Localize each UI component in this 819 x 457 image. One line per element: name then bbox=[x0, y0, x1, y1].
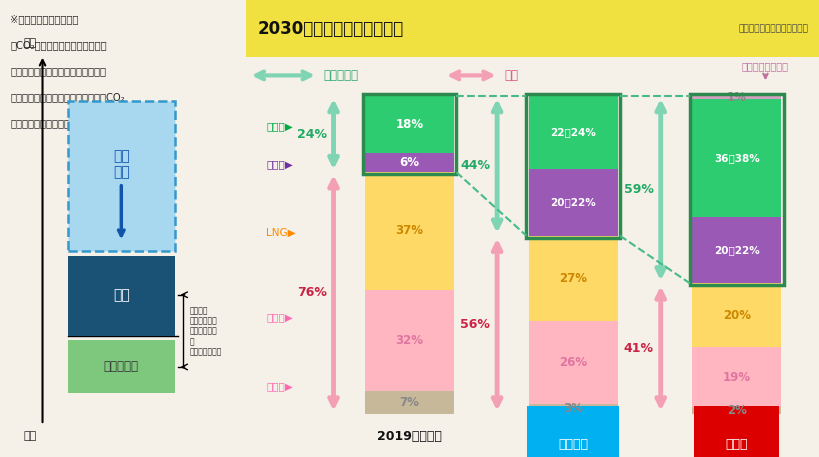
Text: 新目標: 新目標 bbox=[725, 438, 747, 451]
Bar bbox=[691, 99, 781, 217]
Text: 20%: 20% bbox=[722, 308, 750, 322]
Text: 18%: 18% bbox=[395, 118, 423, 131]
Text: 原子力▶: 原子力▶ bbox=[265, 159, 292, 170]
Text: 3%: 3% bbox=[563, 402, 582, 415]
Text: 24%: 24% bbox=[296, 128, 326, 141]
Text: 排出: 排出 bbox=[113, 289, 129, 303]
Text: 排出を実質ゼロにする動き: 排出を実質ゼロにする動き bbox=[10, 118, 88, 128]
Text: 32%: 32% bbox=[395, 334, 423, 347]
Bar bbox=[246, 0, 819, 57]
Bar bbox=[364, 290, 454, 391]
Text: 26%: 26% bbox=[559, 356, 586, 369]
Bar bbox=[691, 96, 781, 99]
Text: CO₂の排出量を削減し、削減で: CO₂の排出量を削減し、削減で bbox=[10, 40, 106, 50]
Bar bbox=[362, 94, 456, 174]
Text: LNG▶: LNG▶ bbox=[265, 228, 296, 238]
Text: 出典：資源エネルギー庁資料: 出典：資源エネルギー庁資料 bbox=[738, 24, 808, 33]
Text: 吸収・除去: 吸収・除去 bbox=[104, 361, 138, 373]
Text: 27%: 27% bbox=[559, 272, 586, 285]
Text: 2050年: 2050年 bbox=[106, 171, 143, 184]
Text: 除去: 除去 bbox=[24, 431, 37, 441]
Text: 59%: 59% bbox=[623, 183, 653, 196]
Text: 1%: 1% bbox=[726, 91, 746, 104]
Bar bbox=[689, 94, 783, 285]
Bar bbox=[691, 347, 781, 407]
Text: 76%: 76% bbox=[296, 287, 326, 299]
Text: 再エネ▶: 再エネ▶ bbox=[265, 121, 292, 131]
Text: 2030年度の電源構成の目標: 2030年度の電源構成の目標 bbox=[257, 20, 403, 37]
Text: 44%: 44% bbox=[459, 159, 490, 172]
Text: 2030年度: 2030年度 bbox=[548, 415, 597, 428]
Text: 石　油▶: 石 油▶ bbox=[265, 381, 292, 391]
Bar bbox=[528, 321, 617, 404]
Bar bbox=[67, 101, 175, 251]
Text: 20～22%: 20～22% bbox=[550, 197, 595, 207]
Text: 7%: 7% bbox=[399, 396, 419, 409]
Text: きなかった排出量は、植林等によ: きなかった排出量は、植林等によ bbox=[10, 66, 106, 76]
Bar bbox=[526, 94, 619, 238]
Bar bbox=[67, 256, 175, 336]
Text: ※カーボンニュートラル: ※カーボンニュートラル bbox=[10, 14, 79, 24]
Text: 排出: 排出 bbox=[24, 38, 37, 48]
Text: 排出＋除去で
実質ゼロ: 排出＋除去で 実質ゼロ bbox=[107, 190, 143, 209]
Text: 20～22%: 20～22% bbox=[713, 245, 758, 255]
Bar bbox=[528, 96, 617, 169]
Text: 36～38%: 36～38% bbox=[713, 153, 758, 163]
Bar bbox=[364, 172, 454, 290]
Text: 41%: 41% bbox=[623, 342, 653, 355]
Text: 2030年度: 2030年度 bbox=[711, 415, 761, 428]
Text: 19%: 19% bbox=[722, 371, 750, 383]
Text: り「吸収」「除去」することで、CO₂: り「吸収」「除去」することで、CO₂ bbox=[10, 92, 124, 102]
Text: 2019年度実績: 2019年度実績 bbox=[377, 430, 441, 443]
Text: 56%: 56% bbox=[459, 318, 490, 331]
Text: 排出量と
吸収・除去量
差し引きゼロ
＝
全体としてゼロ: 排出量と 吸収・除去量 差し引きゼロ ＝ 全体としてゼロ bbox=[190, 306, 222, 356]
Bar bbox=[364, 391, 454, 414]
Text: 37%: 37% bbox=[395, 224, 423, 238]
Text: 22～24%: 22～24% bbox=[550, 128, 595, 138]
Bar bbox=[67, 340, 175, 393]
Text: 排出
削減: 排出 削減 bbox=[113, 149, 129, 180]
Bar bbox=[528, 236, 617, 321]
Bar bbox=[364, 96, 454, 153]
Bar bbox=[364, 153, 454, 172]
Text: 火力: 火力 bbox=[504, 69, 518, 82]
Bar bbox=[528, 169, 617, 236]
Text: 2%: 2% bbox=[726, 404, 746, 417]
Text: 従来目標: 従来目標 bbox=[558, 438, 587, 451]
Text: 6%: 6% bbox=[399, 156, 419, 169]
Text: 脱炭素電源: 脱炭素電源 bbox=[323, 69, 358, 82]
Text: 石　炭▶: 石 炭▶ bbox=[265, 313, 292, 323]
Bar bbox=[691, 407, 781, 414]
Bar bbox=[528, 404, 617, 414]
Text: 水素・アンモニア: 水素・アンモニア bbox=[741, 61, 788, 71]
Bar bbox=[691, 217, 781, 283]
Bar bbox=[691, 283, 781, 347]
